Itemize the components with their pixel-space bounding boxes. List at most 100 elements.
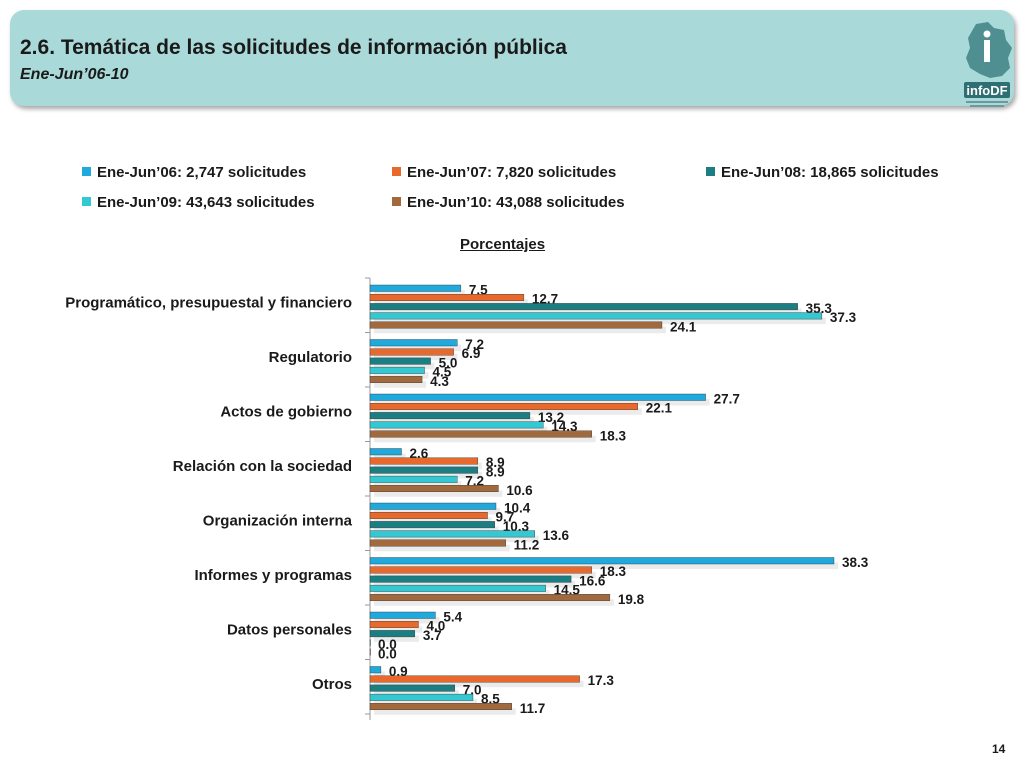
data-label: 0.0	[378, 637, 397, 652]
data-label: 38.3	[842, 555, 869, 570]
bar	[369, 339, 458, 347]
bar-shadow	[374, 599, 614, 606]
data-label: 18.3	[600, 428, 627, 443]
page-subtitle: Ene-Jun’06-10	[20, 66, 129, 83]
bar-shadow	[374, 680, 584, 688]
bar	[369, 594, 611, 601]
bar	[369, 675, 580, 683]
bar-shadow	[374, 299, 528, 306]
data-label: 0.0	[378, 646, 397, 661]
legend-swatch	[392, 197, 401, 206]
bar-shadow	[374, 490, 503, 497]
legend-item-4: Ene-Jun’10: 43,088 solicitudes	[392, 194, 625, 211]
bar-shadow	[374, 381, 427, 388]
bar-shadow	[374, 417, 534, 424]
category-label: Datos personales	[227, 621, 352, 638]
bar-shadow	[374, 471, 482, 479]
bar-shadow	[374, 635, 419, 642]
bar-shadow	[374, 517, 492, 524]
bar	[369, 512, 488, 519]
bar	[369, 539, 506, 547]
unit-label: Porcentajes	[460, 236, 546, 253]
bar-shadow	[374, 671, 385, 678]
bar-shadow	[374, 626, 423, 633]
bar	[369, 521, 495, 529]
bar	[369, 357, 431, 365]
data-label: 24.1	[670, 319, 697, 334]
bar	[369, 421, 544, 429]
bar	[369, 366, 425, 374]
bar-shadow	[374, 590, 550, 597]
bar	[369, 485, 499, 492]
data-label: 4.0	[426, 619, 445, 634]
bar-shadow	[374, 362, 435, 370]
bar-shadow	[374, 508, 500, 515]
bar-shadow	[374, 399, 710, 406]
bar	[369, 448, 402, 456]
data-label: 13.2	[538, 410, 564, 425]
bar	[369, 666, 382, 674]
data-label: 9.7	[496, 510, 515, 525]
chart-legend: Ene-Jun’06: 2,747 solicitudes Ene-Jun’07:…	[0, 0, 1024, 230]
category-label: Relación con la sociedad	[173, 458, 352, 475]
data-label: 0.9	[389, 664, 408, 679]
bar	[369, 703, 512, 710]
bar	[369, 312, 823, 320]
legend-label: Ene-Jun’07: 7,820 solicitudes	[407, 164, 617, 181]
data-label: 3.7	[423, 628, 442, 643]
bar-shadow	[374, 435, 596, 443]
bar-shadow	[374, 290, 465, 297]
data-label: 5.4	[443, 610, 462, 625]
legend-swatch	[392, 167, 401, 176]
data-label: 27.7	[714, 392, 740, 407]
data-label: 8.9	[486, 455, 505, 470]
bar-shadow	[374, 344, 462, 351]
bar-shadow	[374, 308, 802, 315]
bar	[369, 575, 572, 583]
bar	[369, 530, 535, 538]
bar	[369, 303, 798, 311]
category-label: Organización interna	[203, 512, 353, 529]
bar	[369, 557, 835, 565]
bar-shadow	[374, 317, 826, 325]
bar	[369, 430, 592, 438]
infodf-logo: infoDF	[964, 22, 1012, 107]
data-label: 8.9	[486, 464, 505, 479]
bar-shadow	[374, 326, 666, 334]
data-label: 12.7	[532, 292, 558, 307]
data-label: 37.3	[830, 310, 857, 325]
data-label: 11.7	[520, 701, 546, 716]
bar	[369, 403, 638, 410]
legend-item-1: Ene-Jun’07: 7,820 solicitudes	[392, 164, 616, 181]
bar-shadow	[374, 699, 477, 706]
bar-shadow	[374, 535, 539, 543]
bar	[369, 457, 479, 465]
page-title: 2.6. Temática de las solicitudes de info…	[20, 36, 567, 59]
bar-shadow	[374, 481, 462, 488]
bar-shadow	[374, 426, 548, 434]
page-number: 14	[992, 742, 1006, 756]
bar	[369, 621, 419, 628]
bar-shadow	[374, 408, 642, 415]
data-label: 22.1	[646, 401, 673, 416]
data-label: 10.4	[504, 501, 531, 516]
bar-shadow	[374, 708, 516, 715]
legend-swatch	[82, 197, 91, 206]
bar	[369, 693, 474, 701]
logo-text: infoDF	[966, 83, 1007, 98]
legend-swatch	[82, 167, 91, 176]
bar-shadow	[374, 353, 458, 361]
bar-shadow	[374, 689, 459, 697]
data-label: 2.6	[409, 446, 428, 461]
bar	[369, 284, 462, 292]
data-label: 10.6	[506, 483, 533, 498]
data-label: 7.2	[465, 474, 484, 489]
bar	[369, 348, 454, 356]
bar-shadow	[374, 453, 406, 460]
data-label: 19.8	[618, 592, 645, 607]
data-label: 4.5	[433, 365, 452, 380]
bar-shadow	[374, 372, 429, 379]
legend-swatch	[706, 167, 715, 176]
data-label: 14.5	[554, 583, 581, 598]
